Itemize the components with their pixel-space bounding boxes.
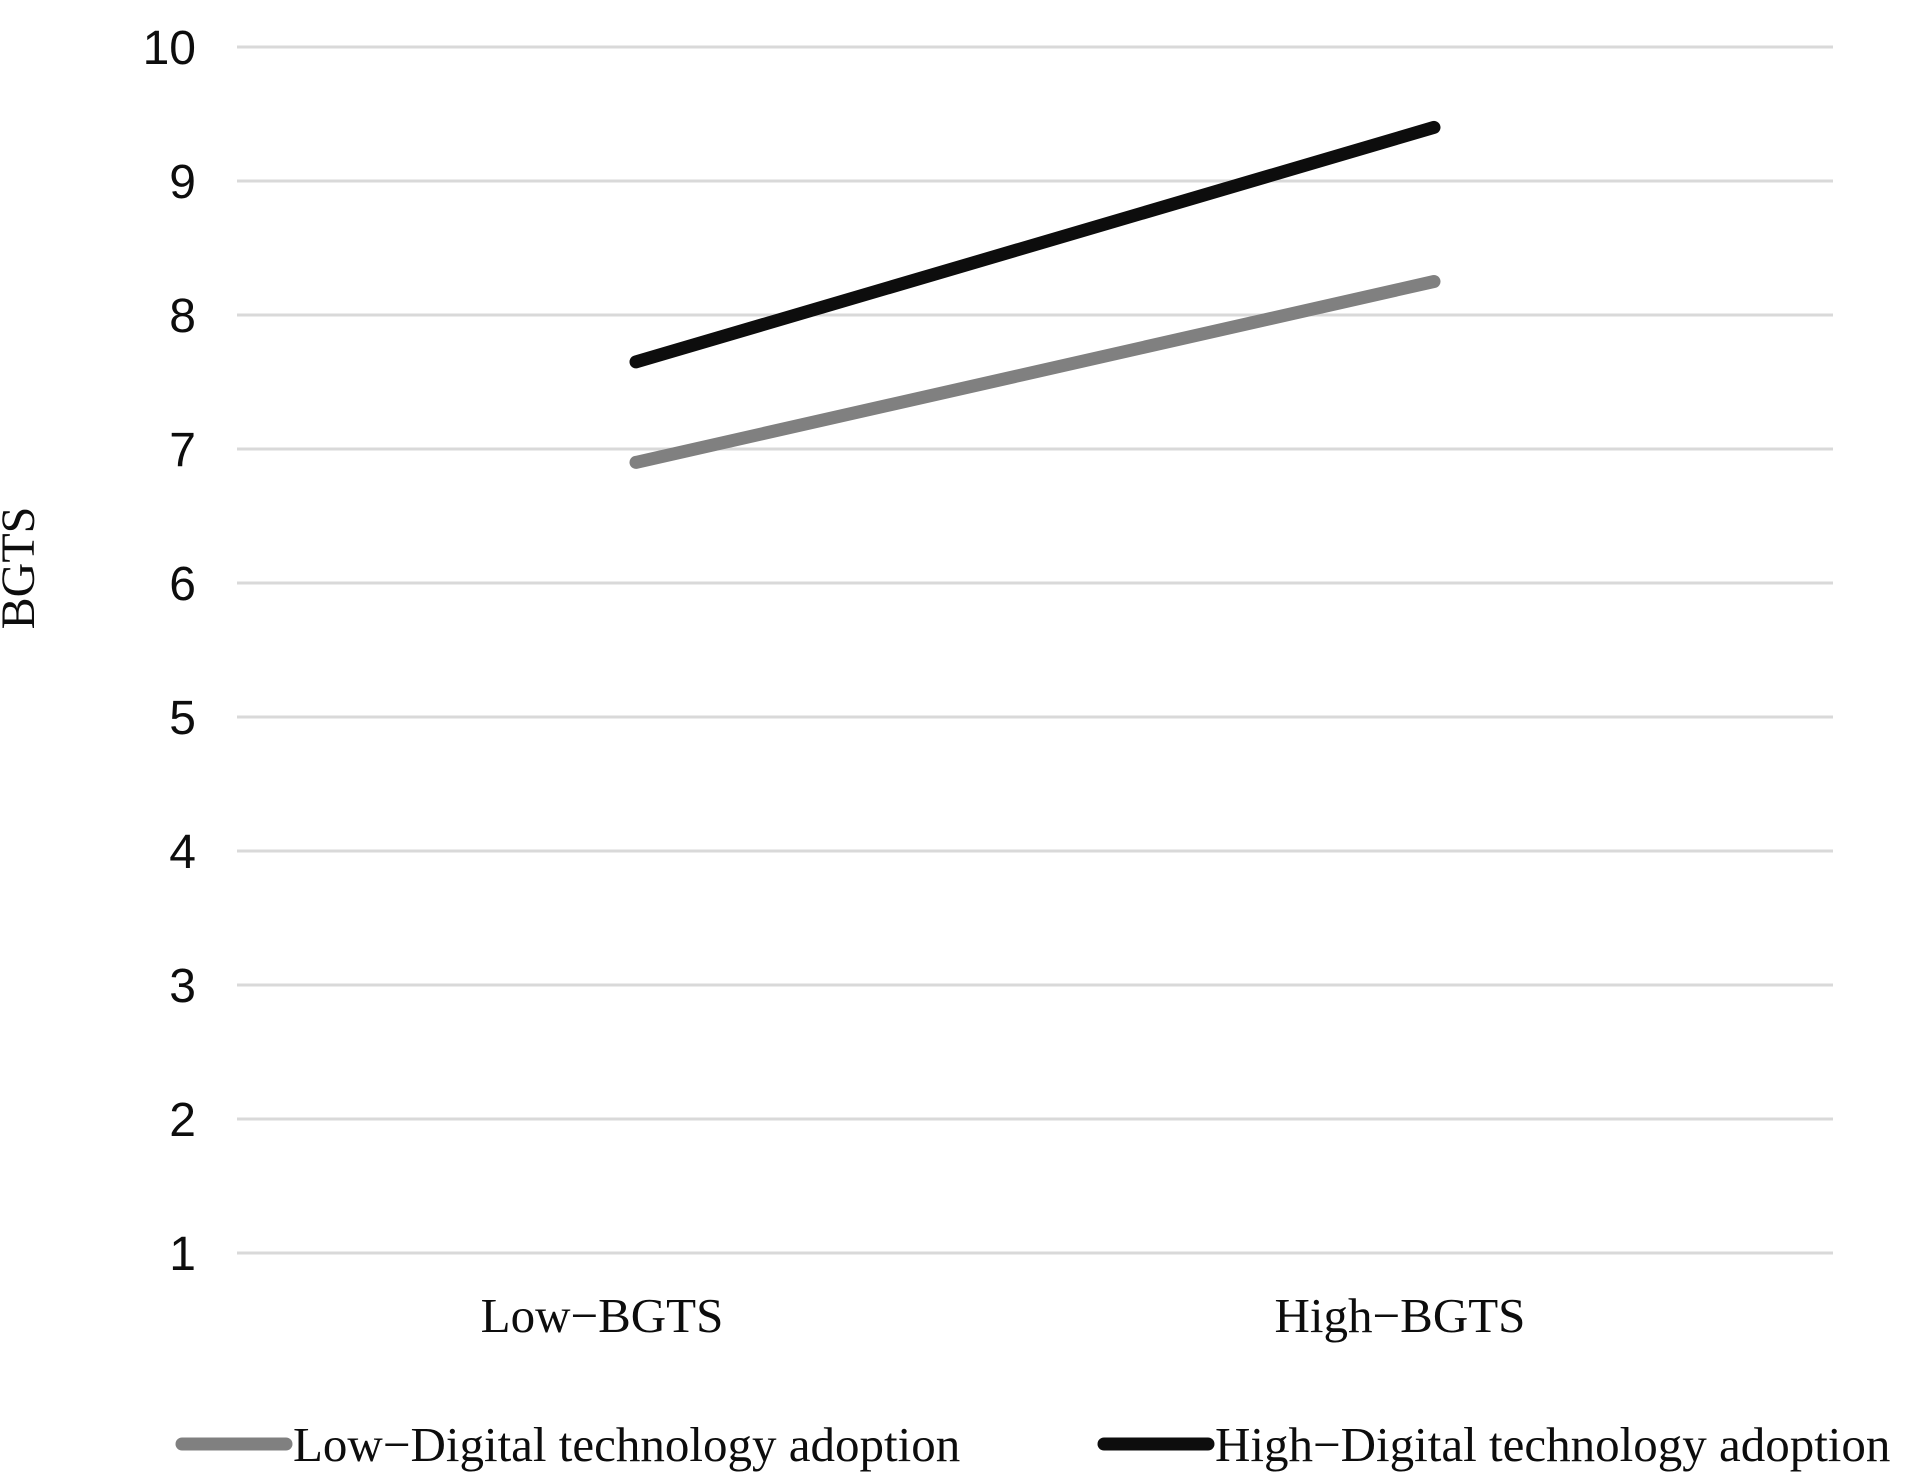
series-line-low-adoption (629, 275, 1441, 469)
gridlines-group (237, 45, 1833, 1255)
x-category-label-low-bgts: Low−BGTS (481, 1288, 724, 1343)
legend-label-low-adoption: Low−Digital technology adoption (293, 1417, 960, 1472)
y-tick-label-2: 2 (169, 1094, 196, 1147)
y-tick-label-5: 5 (169, 692, 196, 745)
y-tick-label-8: 8 (169, 290, 196, 343)
chart-legend: Low−Digital technology adoption High−Dig… (175, 1417, 1890, 1472)
y-axis-title: BGTS (0, 507, 45, 630)
y-tick-labels-group: 1 2 3 4 5 6 7 8 9 10 (143, 22, 196, 1281)
legend-label-high-adoption: High−Digital technology adoption (1215, 1417, 1890, 1472)
y-tick-label-6: 6 (169, 558, 196, 611)
y-tick-label-9: 9 (169, 156, 196, 209)
y-tick-label-10: 10 (143, 22, 196, 75)
series-line-high-adoption (629, 120, 1441, 369)
x-category-label-high-bgts: High−BGTS (1275, 1288, 1526, 1343)
y-tick-label-4: 4 (169, 826, 196, 879)
y-tick-label-7: 7 (169, 424, 196, 477)
y-tick-label-3: 3 (169, 960, 196, 1013)
y-tick-label-1: 1 (169, 1228, 196, 1281)
series-lines-group (629, 120, 1441, 469)
